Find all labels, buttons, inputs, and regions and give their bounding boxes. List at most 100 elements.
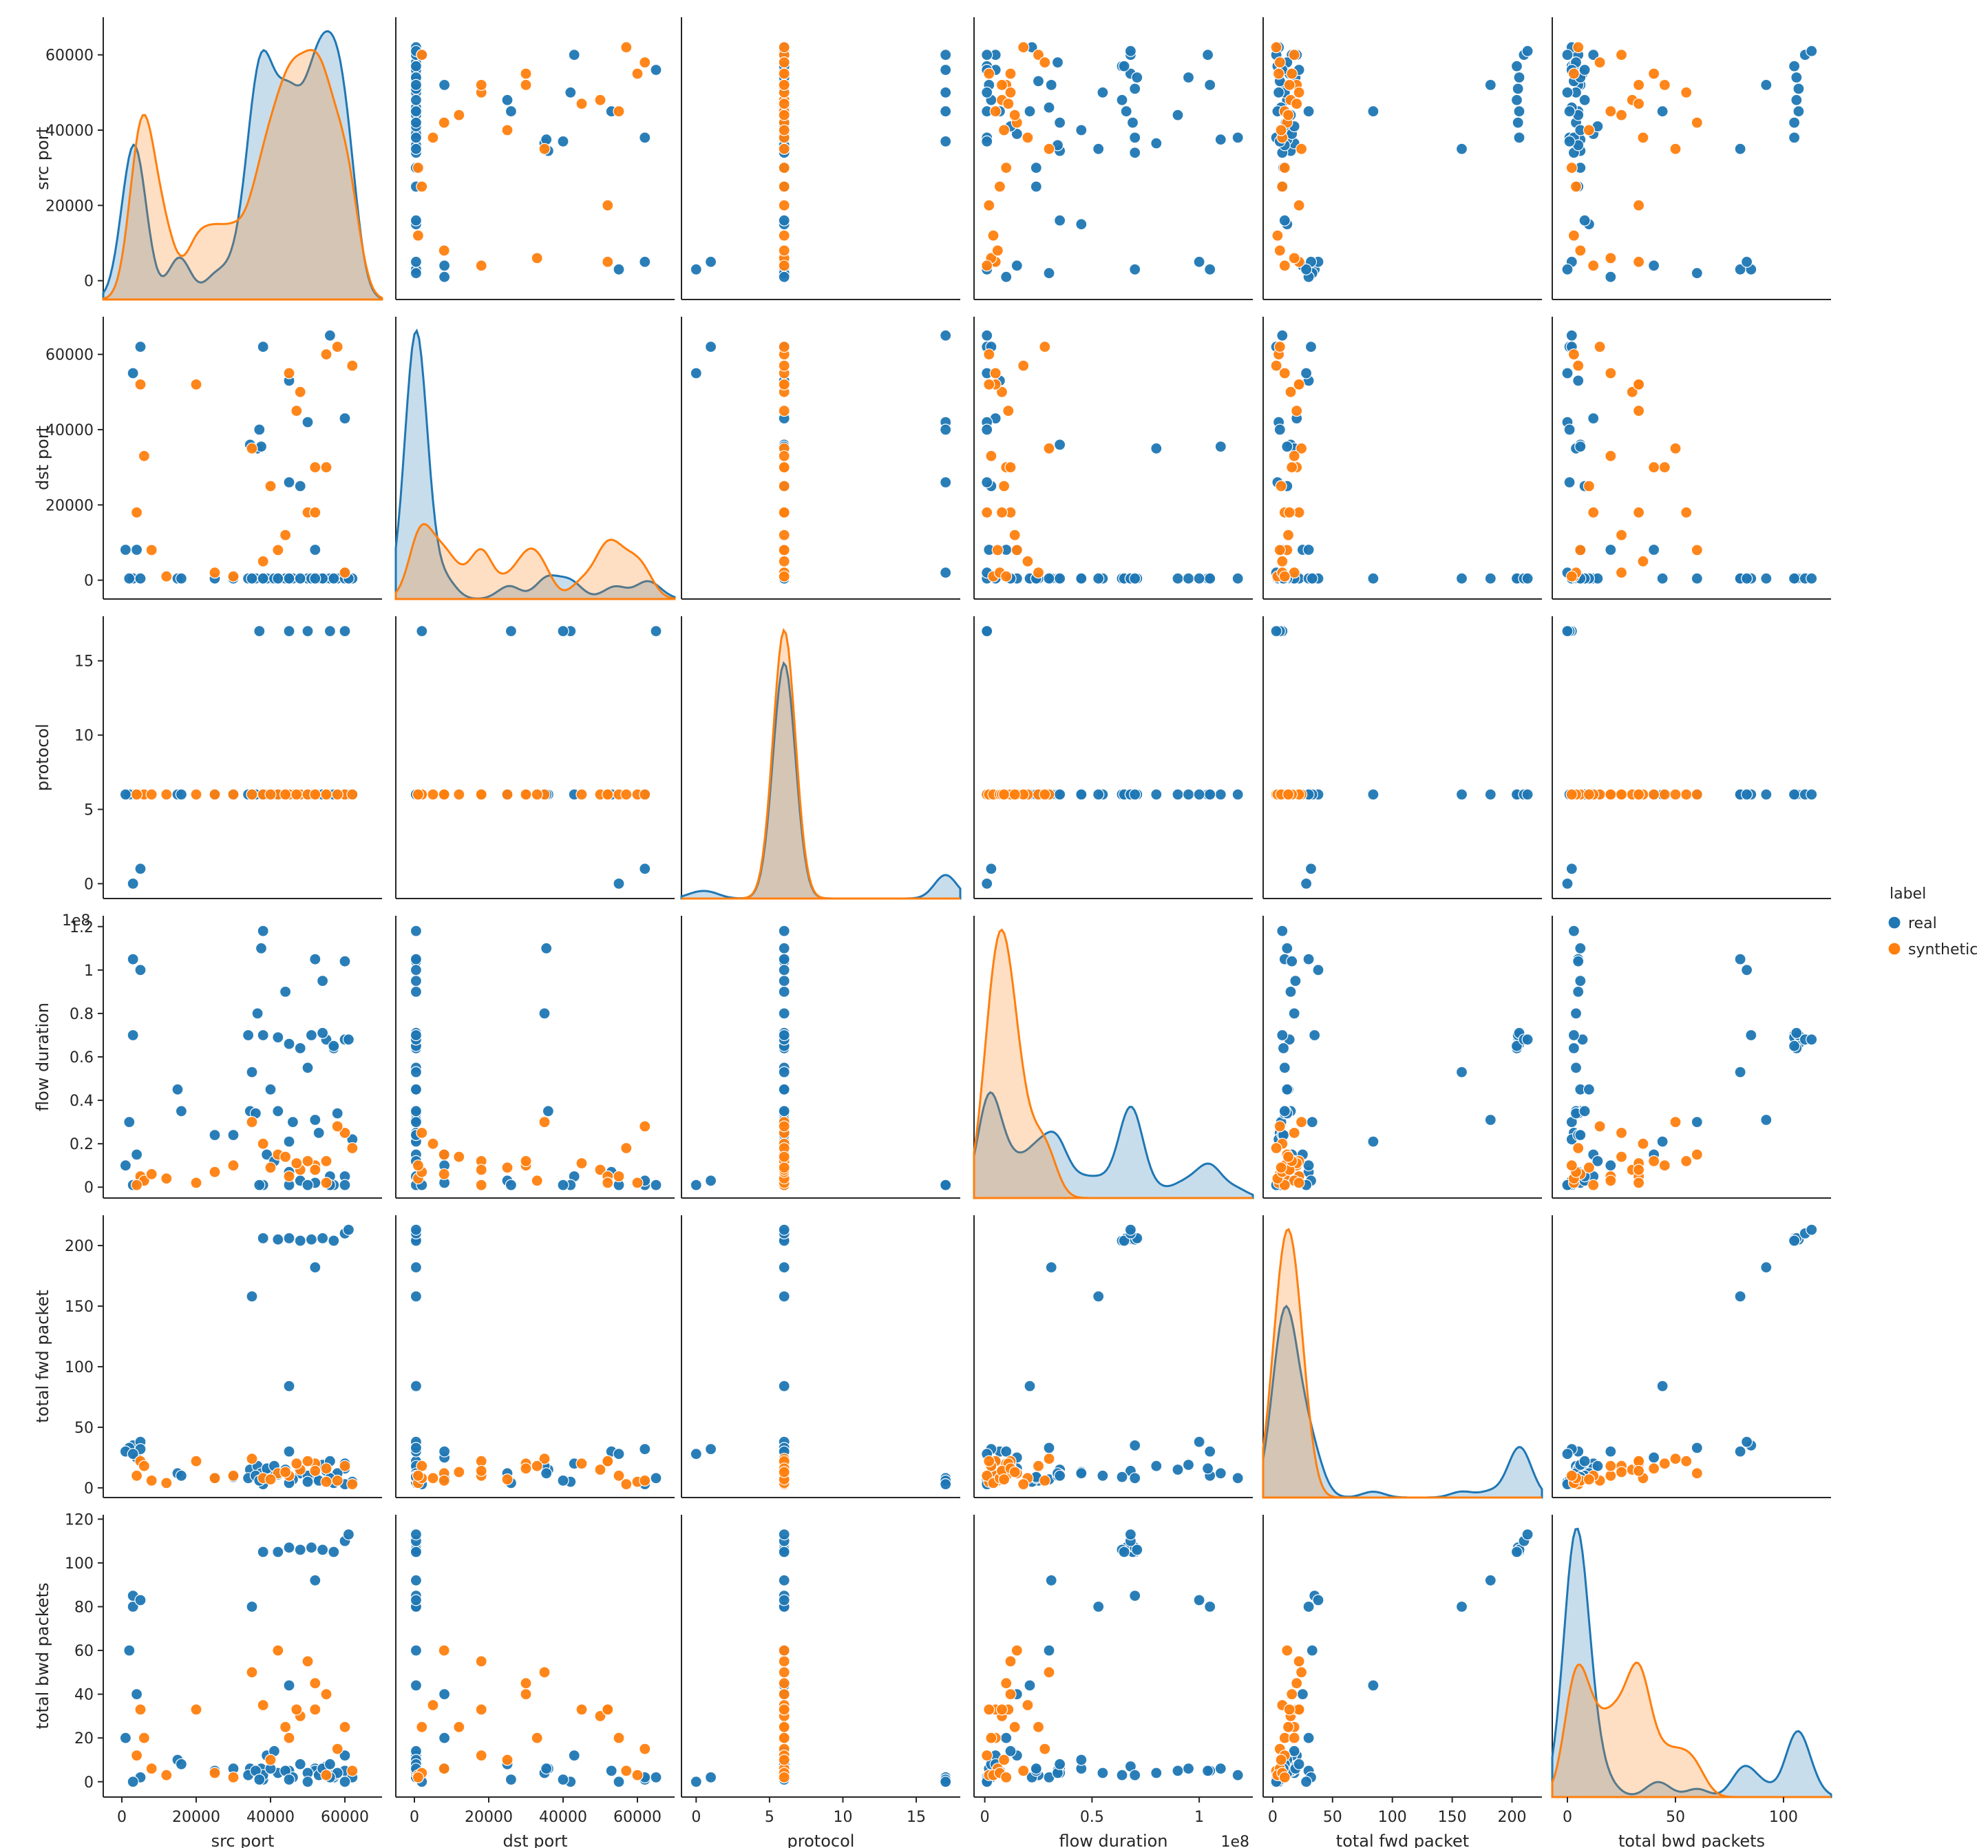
scatter-point-synthetic — [1039, 341, 1051, 353]
y-tick-label: 15 — [74, 653, 94, 671]
scatter-point-synthetic — [438, 1763, 450, 1775]
scatter-point-synthetic — [294, 386, 306, 398]
scatter-point-synthetic — [339, 1460, 351, 1472]
scatter-point-synthetic — [501, 1162, 514, 1174]
scatter-point-real — [981, 877, 993, 890]
scatter-point-real — [1367, 572, 1379, 585]
scatter-point-real — [1656, 1135, 1669, 1148]
y-tick-label: 40000 — [45, 422, 94, 439]
scatter-point-real — [328, 1040, 340, 1052]
scatter-point-real — [127, 953, 139, 965]
y-tick-label: 200 — [65, 1238, 94, 1255]
scatter-point-real — [324, 1758, 336, 1770]
scatter-point-real — [1278, 1062, 1291, 1074]
scatter-point-synthetic — [283, 367, 295, 379]
scatter-point-synthetic — [1004, 1655, 1017, 1668]
scatter-point-real — [1300, 263, 1313, 275]
scatter-point-synthetic — [778, 1677, 790, 1690]
scatter-point-synthetic — [1043, 442, 1055, 454]
x-tick-label: 150 — [1438, 1809, 1467, 1826]
scatter-point-synthetic — [1295, 442, 1308, 454]
scatter-point-real — [410, 214, 423, 227]
scatter-point-real — [1000, 1445, 1013, 1458]
scatter-point-synthetic — [778, 1151, 790, 1163]
scatter-point-real — [1097, 1469, 1109, 1482]
scatter-point-synthetic — [1565, 788, 1578, 801]
scatter-point-real — [1455, 143, 1468, 155]
scatter-point-real — [1286, 955, 1298, 967]
scatter-point-synthetic — [283, 1732, 295, 1744]
scatter-point-synthetic — [453, 788, 465, 801]
scatter-point-synthetic — [983, 348, 995, 361]
scatter-point-synthetic — [475, 260, 487, 272]
x-tick-label: 0 — [1268, 1809, 1278, 1826]
scatter-point-real — [1574, 974, 1587, 987]
panel-4-4 — [1262, 1215, 1543, 1499]
scatter-point-real — [778, 1574, 790, 1586]
scatter-point-real — [778, 925, 790, 937]
scatter-point-synthetic — [778, 378, 790, 391]
scatter-point-synthetic — [475, 1655, 487, 1668]
scatter-point-synthetic — [501, 1754, 514, 1766]
scatter-point-synthetic — [778, 1754, 790, 1766]
scatter-point-synthetic — [209, 567, 221, 579]
scatter-point-real — [1306, 572, 1318, 585]
scatter-point-real — [1302, 1732, 1315, 1744]
scatter-point-synthetic — [1637, 1137, 1649, 1150]
scatter-point-real — [438, 1445, 451, 1458]
scatter-point-synthetic — [1288, 49, 1300, 61]
scatter-point-synthetic — [160, 1477, 173, 1489]
scatter-point-real — [302, 1062, 314, 1074]
scatter-point-synthetic — [1594, 1120, 1606, 1133]
scatter-point-synthetic — [264, 1162, 277, 1174]
scatter-point-real — [1574, 942, 1587, 954]
scatter-point-real — [1193, 572, 1205, 585]
scatter-point-real — [1118, 1546, 1130, 1558]
scatter-point-synthetic — [279, 1466, 292, 1478]
scatter-point-real — [1129, 788, 1141, 801]
scatter-point-real — [1092, 1290, 1105, 1303]
scatter-point-synthetic — [320, 1462, 332, 1475]
scatter-point-real — [1116, 1471, 1128, 1483]
scatter-point-real — [123, 572, 136, 585]
scatter-point-synthetic — [1680, 1455, 1693, 1467]
scatter-point-real — [778, 1546, 790, 1558]
scatter-point-synthetic — [613, 1469, 625, 1482]
scatter-point-real — [704, 1443, 717, 1456]
scatter-point-synthetic — [1000, 1677, 1013, 1690]
scatter-point-synthetic — [1011, 1644, 1023, 1657]
scatter-point-synthetic — [778, 1120, 790, 1133]
scatter-point-real — [1126, 116, 1139, 129]
x-tick-label: 60000 — [321, 1809, 369, 1826]
panel-5-3: 0 0.5 1 flow duration 1e8 — [973, 1515, 1253, 1848]
scatter-point-real — [1510, 60, 1523, 72]
scatter-point-real — [1572, 985, 1585, 998]
scatter-point-real — [981, 86, 993, 98]
scatter-point-synthetic — [1587, 1179, 1600, 1191]
scatter-point-synthetic — [1032, 1721, 1045, 1733]
scatter-point-real — [778, 1380, 790, 1392]
scatter-point-real — [1182, 572, 1195, 585]
legend-marker-real — [1887, 916, 1901, 930]
scatter-point-real — [410, 925, 423, 937]
scatter-point-synthetic — [1008, 1466, 1021, 1478]
scatter-point-real — [1124, 45, 1137, 57]
scatter-point-synthetic — [1273, 1120, 1286, 1133]
scatter-point-real — [1578, 63, 1591, 76]
scatter-point-real — [778, 1029, 790, 1042]
scatter-point-synthetic — [412, 1159, 425, 1172]
scatter-point-synthetic — [1594, 341, 1606, 353]
x-tick-label: 10 — [833, 1809, 852, 1826]
scatter-point-synthetic — [639, 1120, 651, 1133]
y-tick-label: 0 — [84, 273, 94, 291]
scatter-point-synthetic — [302, 1155, 314, 1168]
scatter-point-synthetic — [520, 1462, 532, 1475]
scatter-point-synthetic — [1565, 162, 1578, 174]
scatter-point-real — [1760, 572, 1773, 585]
scatter-point-real — [313, 1126, 325, 1140]
scatter-point-synthetic — [778, 1732, 790, 1744]
scatter-point-synthetic — [1022, 132, 1034, 144]
scatter-point-synthetic — [983, 67, 995, 80]
kde-curve-synthetic — [1551, 1661, 1831, 1798]
scatter-point-real — [175, 1758, 187, 1770]
